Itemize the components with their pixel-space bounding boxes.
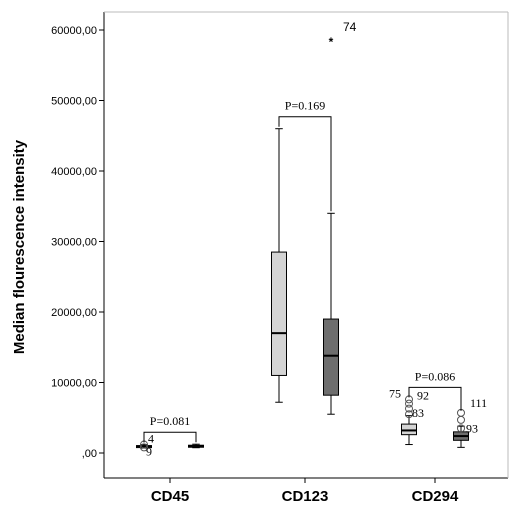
outlier-label: 4	[148, 432, 154, 446]
outlier-label: 92	[417, 389, 429, 403]
y-axis-label: Median flourescence intensity	[11, 139, 28, 354]
x-category-label: CD45	[151, 488, 189, 505]
p-value-label: P=0.086	[415, 369, 455, 383]
bracket-line	[143, 431, 197, 443]
y-axis: ,00 10000,00 20000,00 30000,00 40000,00 50000…	[51, 12, 105, 478]
bracket-line	[278, 116, 332, 212]
significance-bracket: P=0.081	[143, 414, 197, 443]
outlier-label: 74	[343, 20, 357, 34]
plot-area: 49 P=0.081 * 74 P=0.169 75 92 83 111 93 P=0.086	[104, 11, 509, 478]
outlier-circle	[457, 415, 465, 424]
box-series-1	[271, 128, 287, 403]
x-category-label: CD294	[412, 488, 459, 505]
y-tick-label: 30000,00	[51, 237, 97, 249]
group-cd45: 49 P=0.081	[136, 414, 204, 458]
y-tick-label: 10000,00	[51, 378, 97, 390]
outlier-circle	[457, 424, 465, 433]
y-tick-label: ,00	[82, 448, 97, 460]
outlier-circle	[405, 399, 413, 408]
box-iqr	[401, 423, 417, 436]
x-category-label: CD123	[282, 488, 329, 505]
outlier-circle	[405, 410, 413, 419]
group-cd123: * 74 P=0.169	[271, 20, 357, 415]
box-series-2: 111 93	[453, 396, 487, 448]
box-series-2: * 74	[323, 20, 357, 415]
y-tick-label: 20000,00	[51, 307, 97, 319]
group-cd294: 75 92 83 111 93 P=0.086	[389, 369, 487, 448]
y-tick-label: 40000,00	[51, 166, 97, 178]
box-series-1: 49	[136, 432, 154, 458]
y-tick-label: 60000,00	[51, 25, 97, 37]
outlier-label: 75	[389, 386, 401, 400]
box-iqr	[323, 318, 339, 396]
significance-bracket: P=0.086	[408, 369, 462, 411]
outlier-label: 93	[466, 421, 478, 435]
outlier-label: 83	[412, 406, 424, 420]
y-tick-label: 50000,00	[51, 96, 97, 108]
outlier-star: *	[329, 35, 334, 49]
x-axis: CD45 CD123 CD294	[104, 477, 508, 505]
box-iqr	[271, 251, 287, 376]
outlier-circle	[140, 443, 148, 452]
outlier-label: 111	[470, 396, 487, 410]
outlier-circle	[405, 404, 413, 413]
box-series-2	[188, 443, 204, 449]
bracket-line	[408, 386, 462, 411]
p-value-label: P=0.169	[285, 99, 325, 113]
significance-bracket: P=0.169	[278, 99, 332, 212]
outlier-label: 9	[146, 444, 152, 458]
p-value-label: P=0.081	[150, 414, 190, 428]
